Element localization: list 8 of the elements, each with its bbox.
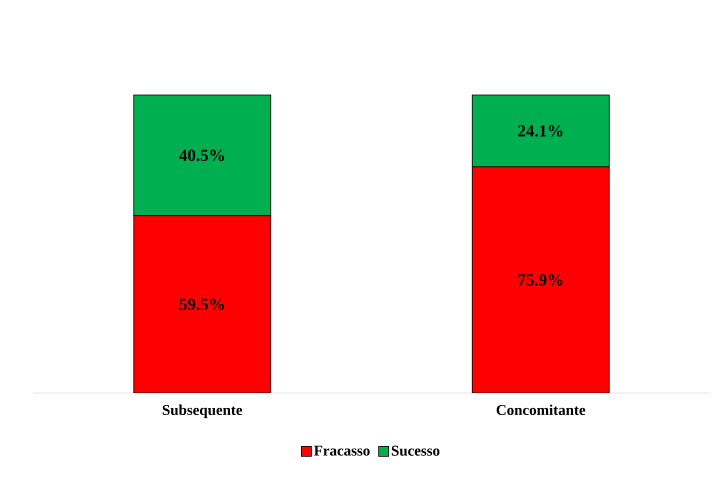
data-label: 75.9% xyxy=(518,274,562,286)
legend-label: Sucesso xyxy=(392,446,440,456)
x-tick-label: Subsequente xyxy=(162,404,242,418)
data-label: 40.5% xyxy=(179,150,224,162)
data-label: 24.1% xyxy=(518,125,562,137)
legend-label: Fracasso xyxy=(314,446,370,456)
x-tick-label: Concomitante xyxy=(496,404,586,416)
data-label: 59.5% xyxy=(180,298,224,310)
